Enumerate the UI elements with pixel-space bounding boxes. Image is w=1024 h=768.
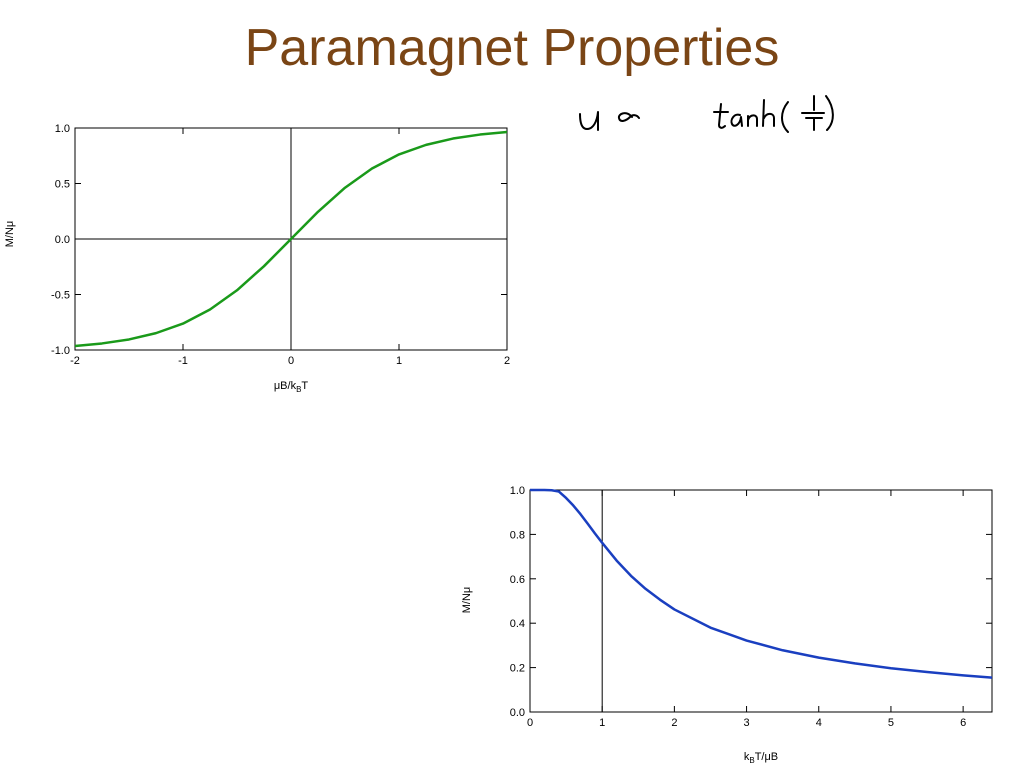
x-tick-label: 6	[960, 717, 966, 729]
y-tick-labels-2: 0.0 0.2 0.4 0.6 0.8 1.0	[510, 485, 525, 719]
x-tick-label: 4	[816, 717, 822, 729]
x-tick-label: 2	[504, 355, 510, 367]
x-tick-labels-2: 0 1 2 3 4 5 6	[527, 717, 966, 729]
x-tick-labels-1: -2 -1 0 1 2	[70, 355, 510, 367]
magnetization-temperature-chart: 0 1 2 3 4 5 6 0.0 0.2 0.4 0.6 0.8 1.0 kBT/μB M/Nμ	[461, 485, 993, 765]
handwritten-n	[747, 114, 758, 127]
y-tick-label: 0.4	[510, 618, 525, 630]
x-tick-label: -1	[178, 355, 188, 367]
y-tick-labels-1: -1.0 -0.5 0.0 0.5 1.0	[51, 123, 70, 357]
handwritten-formula	[579, 95, 834, 133]
y-tick-label: 0.6	[510, 574, 525, 586]
handwritten-a	[730, 113, 743, 127]
series-line	[530, 488, 993, 679]
y-tick-label: 0.0	[510, 707, 525, 719]
x-tick-label: 1	[396, 355, 402, 367]
y-tick-label: 1.0	[510, 485, 525, 497]
x-tick-label: -2	[70, 355, 80, 367]
plot-area-1: -2 -1 0 1 2 -1.0 -0.5 0.0 0.5 1.0	[51, 123, 510, 367]
handwritten-T	[805, 117, 823, 131]
y-tick-label: 0.2	[510, 663, 525, 675]
y-axis-title-1: M/Nμ	[4, 221, 16, 248]
x-tick-label: 1	[599, 717, 605, 729]
handwritten-right-paren	[825, 95, 834, 131]
slide-title: Paramagnet Properties	[244, 19, 780, 77]
axis-ticks-2	[529, 489, 992, 713]
x-axis-title-1: μB/kBT	[274, 380, 309, 394]
x-tick-label: 0	[527, 717, 533, 729]
x-tick-label: 2	[671, 717, 677, 729]
x-tick-label: 5	[888, 717, 894, 729]
handwritten-h	[762, 99, 775, 127]
y-tick-label: 0.5	[55, 179, 70, 191]
series-line	[74, 130, 508, 348]
plot-frame-2	[529, 489, 993, 713]
y-tick-label: -1.0	[51, 345, 70, 357]
magnetization-tanh-chart: -2 -1 0 1 2 -1.0 -0.5 0.0 0.5 1.0 μB/kBT M/Nμ	[4, 123, 510, 394]
handwritten-u	[579, 111, 599, 131]
y-tick-label: 0.0	[55, 234, 70, 246]
y-tick-label: 1.0	[55, 123, 70, 135]
y-axis-title-2: M/Nμ	[461, 587, 473, 614]
x-tick-label: 0	[288, 355, 294, 367]
x-tick-label: 3	[744, 717, 750, 729]
handwritten-proportional-sign	[617, 112, 640, 122]
plot-area-2: 0 1 2 3 4 5 6 0.0 0.2 0.4 0.6 0.8 1.0	[510, 485, 993, 729]
series-group-1	[74, 130, 508, 348]
y-tick-label: 0.8	[510, 529, 525, 541]
handwritten-t	[713, 103, 729, 129]
y-tick-label: -0.5	[51, 290, 70, 302]
handwritten-left-paren	[781, 101, 789, 133]
series-group-2	[530, 488, 993, 679]
x-axis-title-2: kBT/μB	[744, 751, 778, 765]
